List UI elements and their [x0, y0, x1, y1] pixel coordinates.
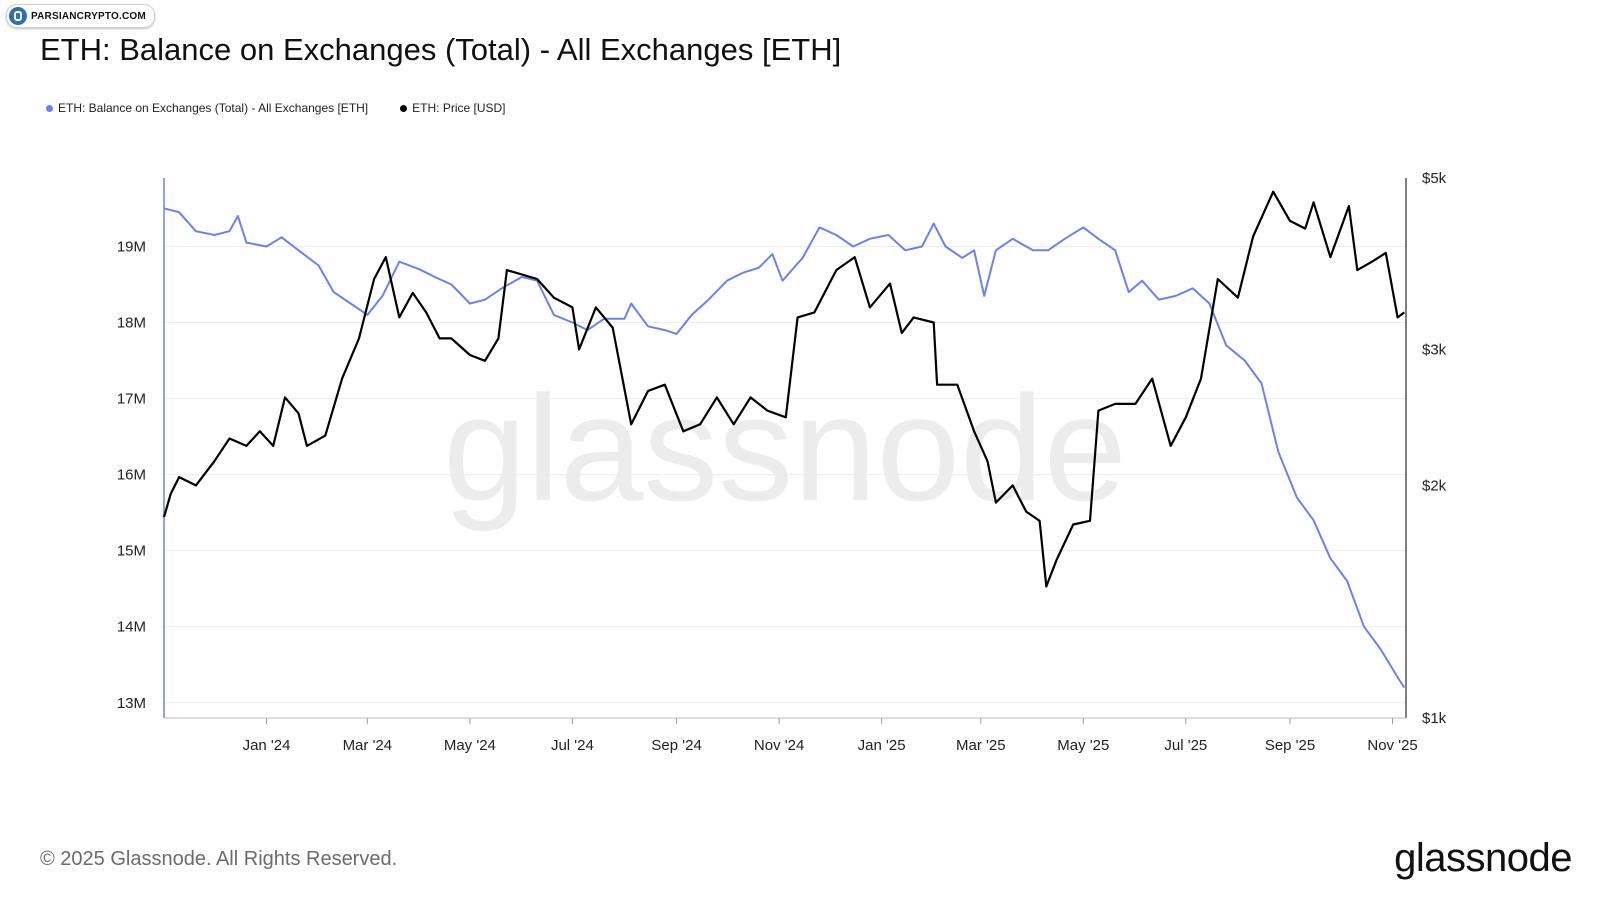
legend-label-price: ETH: Price [USD]	[412, 101, 506, 115]
x-tick-label: Sep '24	[651, 737, 701, 754]
chart-legend: ETH: Balance on Exchanges (Total) - All …	[46, 101, 506, 115]
y-left-tick-label: 14M	[117, 619, 146, 636]
chart-title: ETH: Balance on Exchanges (Total) - All …	[40, 32, 842, 67]
y-right-tick-label: $3k	[1422, 341, 1447, 358]
x-tick-label: Jul '25	[1164, 737, 1207, 754]
legend-item-price[interactable]: ETH: Price [USD]	[400, 101, 506, 115]
legend-dot-balance	[46, 104, 53, 112]
x-tick-label: Nov '24	[754, 737, 804, 754]
legend-item-balance[interactable]: ETH: Balance on Exchanges (Total) - All …	[46, 101, 368, 115]
x-tick-label: May '25	[1057, 737, 1109, 754]
chart-watermark: glassnode	[443, 364, 1127, 532]
y-left-tick-label: 18M	[117, 315, 146, 332]
site-watermark-text: PARSIANCRYPTO.COM	[31, 10, 146, 22]
y-right-tick-label: $1k	[1422, 710, 1447, 727]
y-right-tick-label: $5k	[1422, 170, 1447, 187]
y-left-tick-label: 16M	[117, 467, 146, 484]
footer-logo: glassnode	[1394, 836, 1572, 880]
grid-lines	[164, 245, 1406, 704]
x-tick-label: Nov '25	[1367, 737, 1417, 754]
series-line-price	[162, 190, 1405, 588]
legend-label-balance: ETH: Balance on Exchanges (Total) - All …	[58, 101, 369, 115]
y-left-tick-label: 19M	[117, 238, 146, 255]
footer-copyright: © 2025 Glassnode. All Rights Reserved.	[40, 848, 398, 870]
x-tick-label: Sep '25	[1265, 737, 1315, 754]
x-tick-label: May '24	[444, 737, 496, 754]
axes: 13M 14M 15M 16M 17M 18M 19M $1k $2k $3k $5k Jan '24…	[117, 170, 1447, 754]
x-tick-label: Mar '25	[956, 737, 1006, 754]
y-left-tick-label: 15M	[117, 543, 146, 560]
y-right-tick-label: $2k	[1422, 477, 1447, 494]
x-tick-label: Jan '24	[243, 737, 291, 754]
legend-dot-price	[400, 104, 408, 112]
y-left-tick-label: 13M	[117, 695, 146, 712]
series-line-balance	[163, 207, 1406, 689]
site-watermark-badge: PARSIANCRYPTO.COM	[6, 4, 155, 28]
x-tick-label: Jan '25	[858, 737, 906, 754]
x-tick-label: Jul '24	[551, 737, 594, 754]
x-tick-label: Mar '24	[343, 737, 393, 754]
series-layer	[162, 190, 1406, 689]
y-left-tick-label: 17M	[117, 391, 146, 408]
site-logo-icon	[9, 7, 27, 25]
